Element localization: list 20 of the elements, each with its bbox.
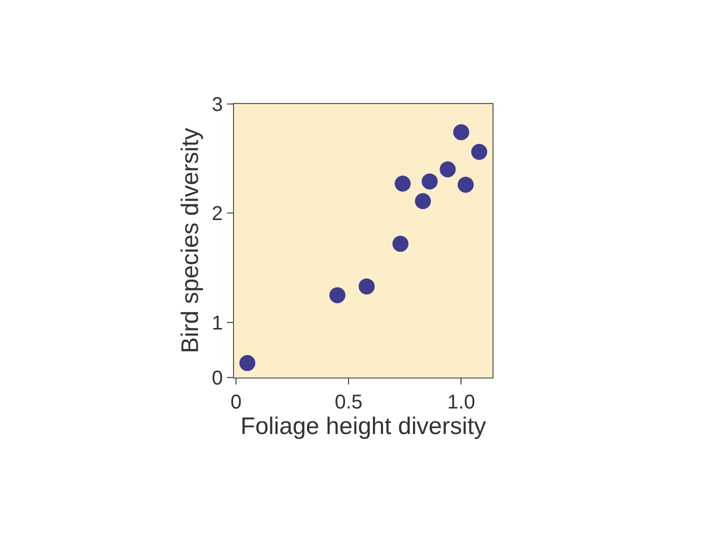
point xyxy=(358,278,375,294)
point xyxy=(422,173,438,190)
y-tick-label: 1 xyxy=(212,312,223,335)
x-tick-label: 1.0 xyxy=(447,391,476,414)
point xyxy=(414,193,431,210)
x-tick-label: 0 xyxy=(230,391,242,414)
y-tick-label: 2 xyxy=(212,203,223,226)
y-tick-label: 3 xyxy=(212,94,223,116)
point xyxy=(458,176,474,193)
y-tick-label: 0 xyxy=(212,367,223,390)
point xyxy=(453,124,470,140)
x-tick-label: 0.5 xyxy=(334,391,363,414)
point xyxy=(392,236,408,252)
point xyxy=(440,161,456,178)
point xyxy=(471,144,488,160)
point xyxy=(329,287,346,304)
point xyxy=(239,355,256,372)
y-axis-title: Bird species diversity xyxy=(176,128,204,354)
x-axis-title: Foliage height diversity xyxy=(240,413,486,440)
point xyxy=(394,176,411,192)
